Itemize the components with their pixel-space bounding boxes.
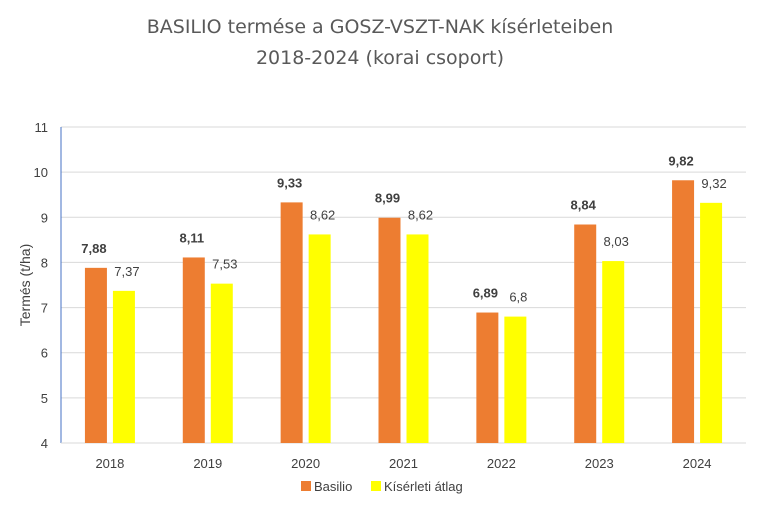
data-label: 9,32 <box>701 176 726 191</box>
bar-kiserleti-atlag <box>504 316 527 443</box>
data-labels: 7,88 7,37 8,11 7,53 9,33 8,62 8,99 8,62 6,89 6,8 8… <box>81 153 726 304</box>
bar-basilio <box>84 267 107 443</box>
bar-basilio <box>182 257 205 443</box>
y-tick-label: 11 <box>35 120 49 135</box>
x-tick-label: 2019 <box>193 456 222 471</box>
legend-label-basilio: Basilio <box>314 479 352 494</box>
data-label: 6,89 <box>473 286 498 301</box>
data-label: 8,11 <box>179 230 204 245</box>
x-tick-label: 2023 <box>585 456 614 471</box>
data-label: 8,03 <box>604 234 629 249</box>
y-tick-label: 4 <box>41 436 48 451</box>
y-tick-labels: 4 5 6 7 8 9 10 11 <box>34 120 48 451</box>
x-tick-label: 2020 <box>291 456 320 471</box>
x-tick-labels: 2018 2019 2020 2021 2022 2023 2024 <box>95 456 711 471</box>
data-label: 6,8 <box>509 290 527 305</box>
bar-kiserleti-atlag <box>700 202 723 443</box>
legend-label-kiserleti-atlag: Kísérleti átlag <box>384 479 463 494</box>
legend: Basilio Kísérleti átlag <box>301 479 463 494</box>
data-label: 8,84 <box>571 198 597 213</box>
y-tick-label: 5 <box>41 391 48 406</box>
data-label: 8,62 <box>310 207 335 222</box>
data-label: 7,88 <box>81 241 106 256</box>
bar-basilio <box>574 224 597 443</box>
bar-kiserleti-atlag <box>210 283 233 443</box>
data-label: 7,53 <box>212 257 237 272</box>
y-axis-label: Termés (t/ha) <box>17 244 33 326</box>
bar-basilio <box>672 180 695 444</box>
y-tick-label: 7 <box>41 301 48 316</box>
y-tick-label: 10 <box>34 165 48 180</box>
y-tick-label: 8 <box>41 255 48 270</box>
y-tick-label: 9 <box>41 210 48 225</box>
bar-kiserleti-atlag <box>112 290 135 443</box>
chart-title-line1: BASILIO termése a GOSZ-VSZT-NAK kísérlet… <box>147 16 614 38</box>
x-tick-label: 2021 <box>389 456 418 471</box>
data-label: 9,82 <box>668 153 693 168</box>
data-label: 8,99 <box>375 191 400 206</box>
gridlines <box>61 126 746 399</box>
bar-basilio <box>280 202 303 443</box>
data-label: 9,33 <box>277 175 302 190</box>
y-tick-label: 6 <box>41 346 48 361</box>
x-tick-label: 2022 <box>487 456 516 471</box>
bar-basilio <box>378 217 401 443</box>
axis-lines <box>60 127 746 444</box>
x-tick-label: 2024 <box>683 456 712 471</box>
data-label: 7,37 <box>114 264 139 279</box>
legend-swatch-basilio <box>301 481 311 491</box>
bar-kiserleti-atlag <box>406 234 429 443</box>
bar-kiserleti-atlag <box>308 234 331 443</box>
x-tick-label: 2018 <box>95 456 124 471</box>
bar-basilio <box>476 312 499 443</box>
legend-swatch-kiserleti-atlag <box>371 481 381 491</box>
data-label: 8,62 <box>408 207 433 222</box>
bars <box>84 180 723 444</box>
chart-title-line2: 2018-2024 (korai csoport) <box>256 47 504 69</box>
bar-kiserleti-atlag <box>602 261 625 443</box>
